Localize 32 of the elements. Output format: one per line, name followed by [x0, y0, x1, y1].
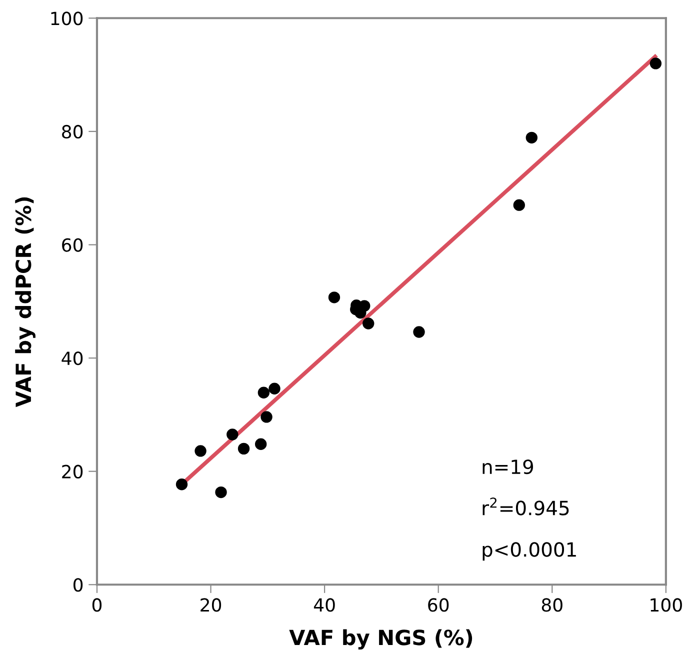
x-tick-label: 40 — [314, 598, 335, 612]
y-tick-label: 40 — [62, 352, 83, 366]
point — [258, 386, 270, 398]
point — [254, 438, 267, 450]
x-tick-label: 80 — [542, 598, 562, 612]
y-axis-title: VAF by ddPCR (%) — [15, 197, 36, 408]
annotation: n=19 — [482, 459, 534, 474]
y-tick-label: 20 — [62, 464, 83, 478]
annotation: r$^{2}$=0.945 — [482, 498, 569, 516]
point — [215, 486, 227, 498]
point — [526, 132, 538, 144]
y-tick-label: 100 — [51, 12, 83, 26]
y-tick-label: 0 — [73, 578, 83, 592]
x-tick-label: 20 — [200, 598, 222, 612]
x-axis-title: VAF by NGS (%) — [289, 629, 472, 650]
point — [650, 58, 662, 70]
point — [226, 428, 238, 440]
point — [362, 318, 374, 330]
x-tick-label: 60 — [428, 598, 449, 612]
point — [328, 292, 340, 304]
x-tick-label: 100 — [650, 598, 682, 612]
x-tick-label: 0 — [92, 598, 102, 612]
point — [238, 442, 250, 455]
point — [194, 445, 206, 457]
point — [176, 478, 188, 490]
point — [268, 382, 280, 394]
y-tick-label: 60 — [62, 238, 83, 252]
point — [413, 326, 425, 338]
annotation: p<0.0001 — [482, 542, 576, 561]
point — [260, 411, 272, 423]
point — [513, 199, 525, 211]
y-tick-label: 80 — [62, 124, 83, 139]
